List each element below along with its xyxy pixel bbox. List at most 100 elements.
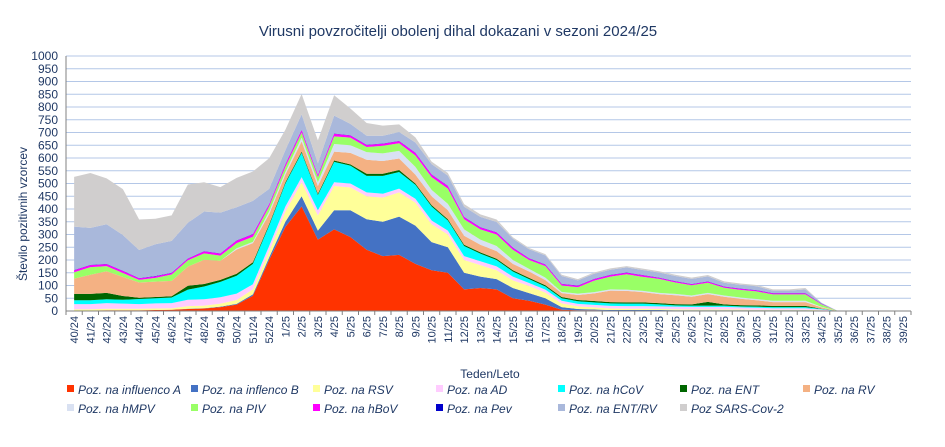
legend-label: Poz. na RV	[814, 383, 875, 397]
axes	[65, 56, 912, 315]
x-tick-label: 4/25	[329, 316, 341, 337]
x-tick-label: 33/25	[800, 316, 812, 344]
y-tick-label: 1000	[31, 49, 58, 63]
x-tick-label: 32/25	[784, 316, 796, 344]
y-tick-label: 900	[38, 75, 58, 89]
series-area-9	[74, 129, 903, 311]
x-tick-label: 49/24	[215, 316, 227, 344]
x-tick-label: 52/24	[264, 316, 276, 344]
x-tick-label: 1/25	[280, 316, 292, 337]
x-tick-labels: 40/24 41/24 42/24 43/24 44/24 45/24 46/24 47/24…	[69, 316, 910, 344]
y-tick-label: 300	[38, 228, 58, 242]
x-tick-label: 41/24	[85, 316, 97, 344]
x-tick-label: 43/24	[118, 316, 130, 344]
x-tick-label: 39/25	[898, 316, 910, 344]
y-tick-label: 50	[45, 291, 59, 305]
x-axis-label: Teden/Leto	[460, 367, 520, 381]
legend-swatch	[436, 404, 443, 411]
area-series	[74, 94, 903, 311]
legend-label: Poz. na influenco A	[78, 383, 181, 397]
series-area-0	[74, 206, 903, 311]
legend-label: Poz. na ENT	[691, 383, 761, 397]
legend-swatch	[191, 404, 198, 411]
y-tick-label: 500	[38, 177, 58, 191]
x-tick-label: 40/24	[69, 316, 81, 344]
y-tick-label: 0	[51, 304, 58, 318]
x-tick-label: 24/25	[654, 316, 666, 344]
series-area-11	[74, 114, 903, 311]
x-tick-label: 35/25	[833, 316, 845, 344]
series-area-1	[74, 196, 903, 311]
x-tick-label: 44/24	[134, 316, 146, 344]
x-tick-label: 28/25	[719, 316, 731, 344]
x-tick-label: 9/25	[410, 316, 422, 337]
y-tick-label: 450	[38, 189, 58, 203]
y-tick-label: 600	[38, 151, 58, 165]
x-tick-label: 29/25	[735, 316, 747, 344]
chart-title: Virusni povzročitelji obolenj dihal doka…	[259, 23, 657, 40]
x-tick-label: 10/25	[427, 316, 439, 344]
legend-swatch	[680, 385, 687, 392]
x-tick-label: 42/24	[102, 316, 114, 344]
legend-swatch	[803, 385, 810, 392]
x-tick-label: 8/25	[394, 316, 406, 337]
legend-swatch	[558, 385, 565, 392]
x-tick-label: 34/25	[817, 316, 829, 344]
y-tick-label: 150	[38, 266, 58, 280]
x-tick-label: 11/25	[443, 316, 455, 343]
y-tick-label: 550	[38, 164, 58, 178]
x-tick-label: 38/25	[882, 316, 894, 344]
legend-label: Poz. na hMPV	[78, 402, 156, 416]
x-tick-label: 46/24	[167, 316, 179, 344]
y-tick-label: 850	[38, 87, 58, 101]
x-tick-label: 12/25	[459, 316, 471, 344]
x-tick-label: 37/25	[865, 316, 877, 344]
x-tick-label: 3/25	[313, 316, 325, 337]
legend-label: Poz. na hBoV	[324, 402, 398, 416]
x-tick-label: 47/24	[183, 316, 195, 344]
x-tick-label: 13/25	[475, 316, 487, 344]
y-tick-label: 200	[38, 253, 58, 267]
legend-label: Poz. na ENT/RV	[569, 402, 658, 416]
legend: Poz. na influenco A Poz. na inflenco B Poz…	[67, 383, 875, 416]
y-tick-label: 700	[38, 126, 58, 140]
x-tick-label: 18/25	[557, 316, 569, 344]
x-tick-label: 7/25	[378, 316, 390, 337]
legend-label: Poz. na AD	[447, 383, 508, 397]
y-tick-label: 800	[38, 100, 58, 114]
x-tick-label: 21/25	[605, 316, 617, 344]
x-tick-label: 14/25	[492, 316, 504, 344]
x-tick-label: 2/25	[297, 316, 309, 337]
series-area-12	[74, 94, 903, 311]
x-tick-label: 5/25	[345, 316, 357, 337]
legend-swatch	[436, 385, 443, 392]
y-tick-labels: 0501001502002503003504004505005506006507…	[31, 49, 58, 318]
legend-swatch	[680, 404, 687, 411]
legend-label: Poz. na RSV	[324, 383, 394, 397]
y-axis-label: Število pozitivnih vzorcev	[15, 147, 30, 281]
x-tick-label: 26/25	[687, 316, 699, 344]
series-area-8	[74, 132, 903, 311]
x-tick-label: 31/25	[768, 316, 780, 344]
x-tick-label: 23/25	[638, 316, 650, 344]
y-tick-label: 650	[38, 138, 58, 152]
x-tick-label: 20/25	[589, 316, 601, 344]
y-tick-label: 350	[38, 215, 58, 229]
legend-swatch	[67, 404, 74, 411]
y-tick-label: 950	[38, 62, 58, 76]
x-tick-label: 25/25	[670, 316, 682, 344]
legend-swatch	[313, 385, 320, 392]
legend-swatch	[558, 404, 565, 411]
y-tick-label: 400	[38, 202, 58, 216]
y-tick-label: 750	[38, 113, 58, 127]
x-tick-label: 27/25	[703, 316, 715, 344]
x-tick-label: 15/25	[508, 316, 520, 344]
x-tick-label: 50/24	[232, 316, 244, 344]
x-tick-label: 30/25	[752, 316, 764, 344]
legend-label: Poz. na PIV	[202, 402, 266, 416]
x-tick-label: 22/25	[622, 316, 634, 344]
x-tick-label: 48/24	[199, 316, 211, 344]
x-tick-label: 16/25	[524, 316, 536, 344]
y-tick-label: 100	[38, 279, 58, 293]
legend-swatch	[191, 385, 198, 392]
